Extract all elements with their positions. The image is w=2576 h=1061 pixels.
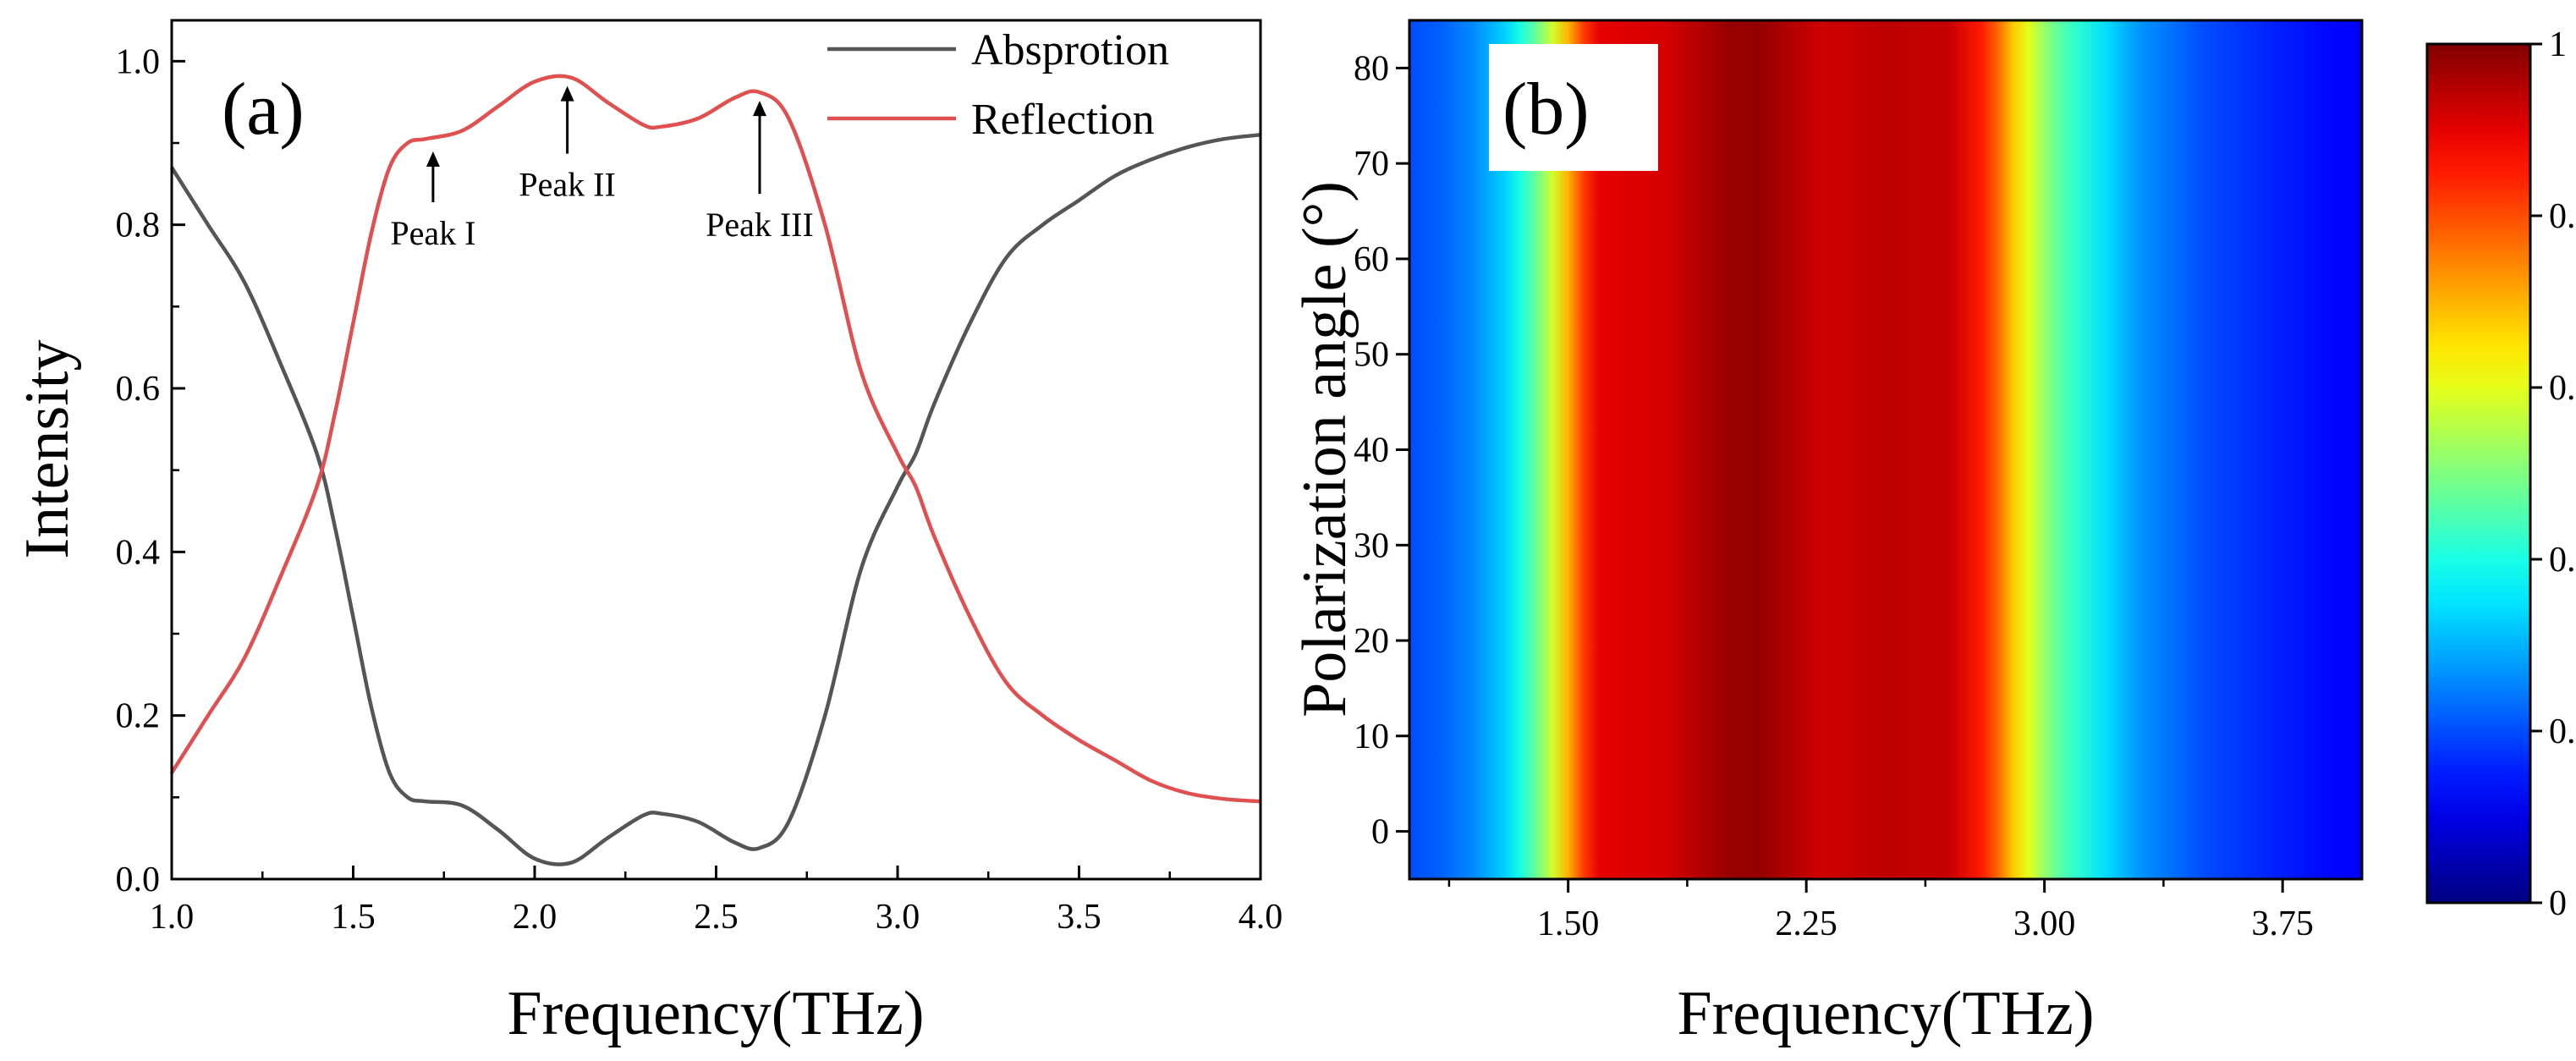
- y-tick-label: 1.0: [116, 42, 161, 81]
- x-tick-label: 3.5: [1057, 898, 1101, 937]
- panel-a-y-ticks: 0.0 0.2 0.4 0.6 0.8 1.0: [116, 42, 185, 899]
- y-tick-label: 0.2: [116, 697, 161, 736]
- x-tick-label: 1.50: [1537, 904, 1600, 943]
- y-tick-label: 30: [1354, 526, 1389, 565]
- x-tick-label: 1.5: [331, 898, 376, 937]
- panel-b-x-ticks: 1.50 2.25 3.00 3.75: [1447, 879, 2314, 943]
- panel-a-y-axis-label: Intensity: [13, 340, 82, 559]
- x-tick-label: 3.0: [876, 898, 920, 937]
- y-tick-label: 80: [1354, 49, 1389, 88]
- peak-label: Peak I: [390, 214, 475, 252]
- panel-a-curves: [170, 74, 1261, 866]
- colorbar: [2425, 42, 2532, 904]
- x-tick-label: 3.75: [2251, 904, 2314, 943]
- y-tick-label: 0: [1371, 813, 1389, 852]
- series-line-reflection: [170, 74, 1261, 804]
- x-tick-label: 4.0: [1239, 898, 1283, 937]
- x-tick-label: 2.0: [513, 898, 557, 937]
- panel-a-tag: (a): [222, 69, 305, 151]
- y-tick-label: 0.0: [116, 860, 161, 899]
- panel-a-peak-annotations: Peak I Peak II Peak III: [390, 85, 814, 252]
- panel-b-tag-background: [1489, 44, 1658, 171]
- colorbar-ticks: 0 0.2 0.4 0.6 0.8 1: [2530, 25, 2576, 923]
- panel-b-y-axis-label: Polarization angle (°): [1290, 181, 1359, 717]
- y-tick-label: 70: [1354, 145, 1389, 184]
- colorbar-tick-label: 0: [2549, 884, 2567, 923]
- x-tick-label: 2.5: [694, 898, 739, 937]
- colorbar-tick-label: 0.6: [2549, 369, 2576, 408]
- colorbar-tick-label: 0.8: [2549, 197, 2576, 236]
- panel-a-legend: Absprotion Reflection: [827, 26, 1169, 144]
- panel-a-x-axis-label: Frequency(THz): [507, 979, 924, 1048]
- y-tick-label: 60: [1354, 240, 1389, 279]
- panel-b-tag: (b): [1502, 69, 1590, 151]
- x-tick-label: 3.00: [2013, 904, 2076, 943]
- colorbar-tick-label: 0.2: [2549, 712, 2576, 751]
- y-tick-label: 0.4: [116, 533, 161, 572]
- peak-arrow-head: [426, 151, 440, 167]
- panel-a-x-ticks: 1.0 1.5 2.0 2.5 3.0 3.5 4.0: [150, 866, 1283, 937]
- legend-label-reflection: Reflection: [971, 96, 1155, 144]
- panel-b-x-axis-label: Frequency(THz): [1677, 979, 2094, 1048]
- y-tick-label: 0.8: [116, 206, 161, 245]
- peak-arrow-head: [560, 85, 574, 102]
- peak-label: Peak II: [519, 166, 615, 204]
- colorbar-tick-label: 1: [2549, 25, 2567, 64]
- y-tick-label: 20: [1354, 622, 1389, 661]
- legend-label-absprotion: Absprotion: [971, 26, 1169, 74]
- peak-label: Peak III: [706, 206, 814, 244]
- x-tick-label: 1.0: [150, 898, 195, 937]
- colorbar-tick-label: 0.4: [2549, 541, 2576, 580]
- y-tick-label: 0.6: [116, 370, 161, 409]
- y-tick-label: 10: [1354, 717, 1389, 756]
- x-tick-label: 2.25: [1775, 904, 1837, 943]
- y-tick-label: 40: [1354, 432, 1389, 470]
- y-tick-label: 50: [1354, 336, 1389, 375]
- peak-arrow-head: [752, 101, 766, 117]
- panel-b-y-ticks: 0 10 20 30 40 50 60 70 80: [1354, 49, 1409, 852]
- panel-a-line-chart: 1.0 1.5 2.0 2.5 3.0 3.5 4.0 0.0 0.2 0.4 0.6 0.8 1.0…: [13, 19, 1283, 1048]
- series-line-absprotion: [170, 133, 1261, 866]
